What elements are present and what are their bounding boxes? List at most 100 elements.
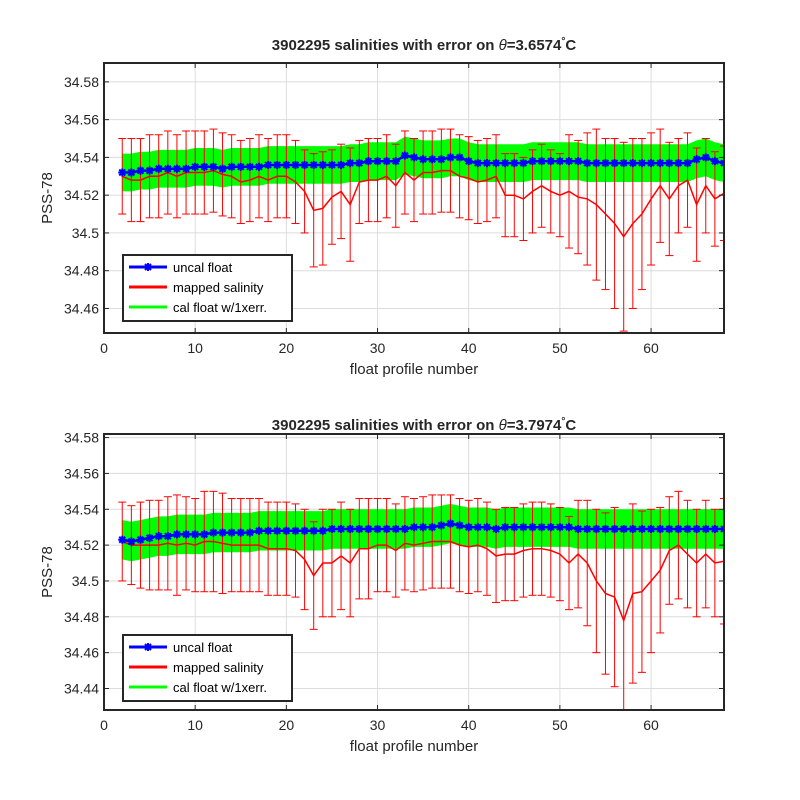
uncal-float-marker (337, 160, 346, 169)
uncal-float-marker (647, 524, 656, 533)
legend: uncal float mapped salinity cal float w/1x… (122, 634, 293, 702)
uncal-float-marker (565, 523, 573, 532)
uncal-float-marker (528, 523, 537, 532)
uncal-float-marker (227, 528, 236, 537)
x-tick-label: 60 (643, 717, 659, 733)
uncal-float-marker (346, 524, 355, 533)
legend-marker (144, 643, 152, 651)
uncal-float-marker (291, 526, 300, 535)
y-tick-label: 34.48 (64, 609, 99, 625)
uncal-float-marker (127, 168, 136, 177)
uncal-float-marker (555, 157, 564, 166)
uncal-float-marker (546, 523, 555, 532)
y-tick-label: 34.58 (64, 430, 99, 446)
uncal-float-marker (236, 162, 245, 171)
uncal-float-marker (674, 524, 683, 533)
uncal-float-marker (245, 528, 254, 537)
y-tick-label: 34.56 (64, 465, 99, 481)
uncal-float-marker (528, 157, 537, 166)
uncal-float-marker (382, 524, 391, 533)
uncal-float-marker (665, 524, 674, 533)
x-tick-label: 10 (187, 340, 203, 356)
legend-label: uncal float (173, 640, 233, 655)
mapped-salinity-line (121, 540, 724, 623)
uncal-float-marker (273, 160, 282, 169)
uncal-float-marker (154, 164, 163, 173)
uncal-float-marker (154, 532, 163, 541)
uncal-float-marker (364, 524, 373, 533)
chart-title-degree: ° (561, 36, 565, 47)
y-axis-label: PSS-78 (39, 546, 56, 598)
uncal-float-marker (273, 526, 282, 535)
uncal-float-marker (400, 524, 409, 533)
uncal-float-marker (182, 164, 191, 173)
uncal-float-marker (282, 526, 291, 535)
uncal-float-marker (373, 524, 382, 533)
legend-label: mapped salinity (173, 660, 264, 675)
uncal-float-marker (410, 153, 418, 162)
y-tick-label: 34.52 (64, 537, 99, 553)
uncal-float-marker (473, 159, 482, 168)
uncal-float-marker (437, 521, 446, 530)
x-tick-label: 40 (461, 340, 477, 356)
y-tick-label: 34.56 (64, 112, 99, 128)
uncal-float-marker (455, 153, 464, 162)
legend: uncal float mapped salinity cal float w/1x… (122, 254, 293, 322)
y-tick-label: 34.5 (72, 225, 99, 241)
uncal-float-marker (300, 160, 309, 169)
chart-title-theta: θ (499, 37, 507, 54)
mapped-salinity-line (121, 169, 724, 239)
legend-label: uncal float (173, 260, 233, 275)
y-axis-label: PSS-78 (39, 172, 56, 224)
uncal-float-marker (318, 526, 327, 535)
uncal-float-marker (209, 162, 218, 171)
uncal-float-marker (574, 157, 583, 166)
uncal-float-marker (637, 159, 646, 168)
y-tick-label: 34.44 (64, 680, 99, 696)
x-tick-label: 10 (187, 717, 203, 733)
uncal-float-marker (446, 519, 455, 528)
y-tick-label: 34.5 (72, 573, 99, 589)
uncal-float-marker (200, 530, 209, 539)
x-tick-label: 20 (279, 717, 295, 733)
chart-title: 3902295 salinities with error on θ=3.657… (272, 36, 577, 54)
uncal-float-marker (482, 159, 491, 168)
uncal-float-marker (282, 160, 291, 169)
uncal-float-marker (172, 164, 181, 173)
x-tick-label: 50 (552, 340, 568, 356)
uncal-float-marker (355, 159, 364, 168)
y-tick-label: 34.58 (64, 74, 99, 90)
x-tick-label: 30 (370, 340, 386, 356)
uncal-float-marker (501, 523, 510, 532)
top-chart-panel: 0 10 20 30 40 50 60 34.46 34.48 34.5 34.52 34.54 34.… (39, 36, 725, 378)
uncal-float-marker (191, 162, 200, 171)
uncal-float-marker (346, 159, 355, 168)
uncal-float-marker (428, 523, 437, 532)
uncal-float-marker (136, 166, 145, 175)
uncal-float-marker (683, 159, 692, 168)
uncal-float-marker (145, 166, 154, 175)
uncal-float-marker (400, 151, 409, 160)
uncal-float-marker (209, 528, 218, 537)
uncal-float-marker (592, 524, 601, 533)
chart-title-unit: C (565, 37, 576, 54)
uncal-float-marker (355, 524, 364, 533)
uncal-float-marker (455, 521, 464, 530)
x-tick-label: 60 (643, 340, 659, 356)
x-axis-label: float profile number (350, 738, 478, 755)
uncal-float-marker (382, 157, 391, 166)
uncal-float-marker (163, 164, 172, 173)
uncal-float-marker (710, 524, 719, 533)
uncal-float-marker (537, 157, 546, 166)
uncal-float-marker (245, 162, 254, 171)
uncal-float-marker (674, 159, 683, 168)
uncal-float-marker (373, 157, 382, 166)
uncal-float-marker (309, 526, 318, 535)
chart-title-value: =3.6574 (507, 37, 562, 54)
axes-frame (103, 433, 725, 711)
y-tick-label: 34.54 (64, 501, 99, 517)
uncal-float-marker (592, 159, 601, 168)
uncal-float-marker (574, 524, 583, 533)
uncal-float-marker (364, 157, 373, 166)
